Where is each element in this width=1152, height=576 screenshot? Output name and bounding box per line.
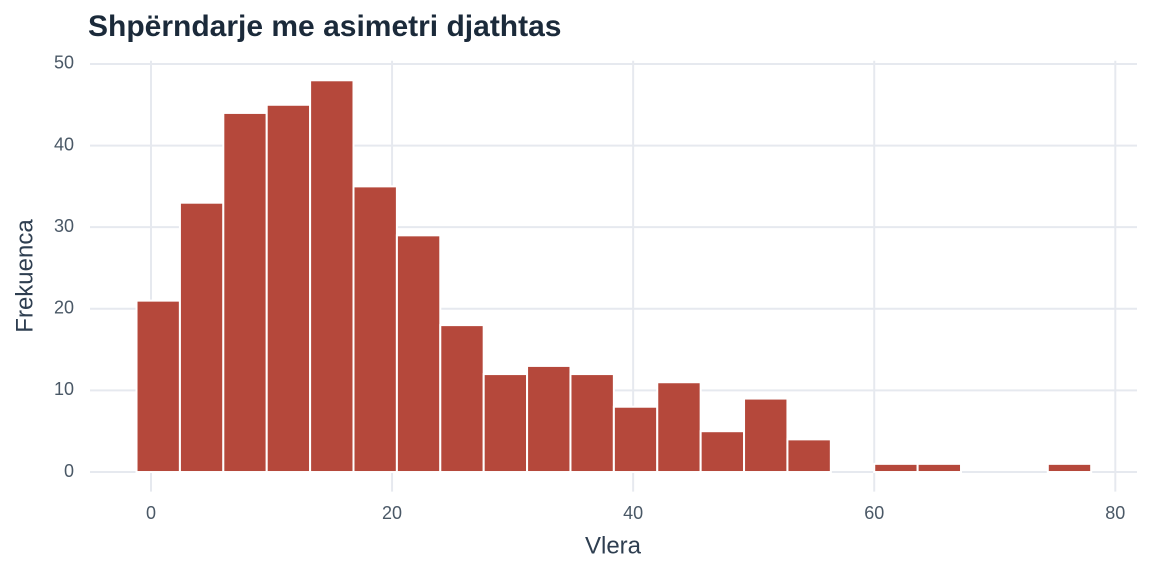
bar [352,185,398,474]
bar [265,103,312,474]
bar [916,462,963,474]
bar [222,111,268,474]
y-axis-label: Frekuenca [11,219,38,333]
x-tick-label: 0 [146,503,156,523]
y-tick-label: 10 [54,379,74,399]
bar [873,462,919,474]
bar [743,397,789,474]
bar [395,234,442,474]
chart-title: Shpërndarje me asimetri djathtas [88,10,562,43]
y-tick-label: 40 [54,134,74,154]
x-tick-label: 60 [864,503,884,523]
bar [526,364,572,474]
bar [309,79,355,474]
bar [1046,462,1093,474]
bar [786,438,832,474]
bar [656,381,702,474]
y-tick-label: 50 [54,53,74,73]
x-tick-label: 80 [1105,503,1125,523]
y-tick-label: 30 [54,216,74,236]
y-tick-label: 20 [54,298,74,318]
bar [482,373,529,474]
bar [569,373,615,474]
bar [178,201,225,474]
bar [699,430,746,474]
bar [135,299,181,474]
x-tick-label: 20 [382,503,402,523]
bar [612,405,659,474]
y-tick-label: 0 [64,461,74,481]
x-tick-label: 40 [623,503,643,523]
x-axis-label: Vlera [585,532,642,559]
bar [439,324,485,474]
